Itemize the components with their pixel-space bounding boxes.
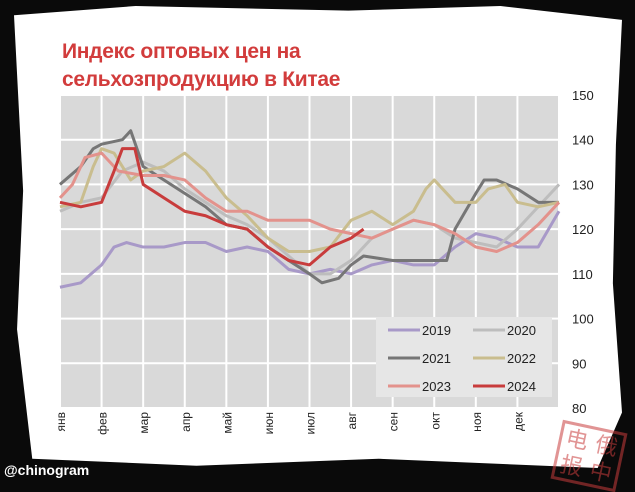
title-line-2: сельхозпродукцию в Китае: [62, 68, 341, 91]
series-line-2024: [59, 147, 365, 267]
y-tick-label: 100: [572, 312, 594, 327]
legend-label: 2020: [507, 323, 536, 338]
x-tick-label: янв: [54, 412, 68, 432]
x-tick-label: июл: [304, 412, 318, 434]
x-tick-label: дек: [511, 411, 525, 431]
legend-label: 2024: [507, 379, 536, 394]
x-tick-label: фев: [96, 412, 110, 435]
x-tick-label: сен: [387, 412, 401, 431]
x-tick-label: апр: [179, 412, 193, 432]
y-tick-label: 90: [572, 356, 586, 371]
title-line-1: Индекс оптовых цен на: [62, 40, 301, 63]
y-tick-label: 120: [572, 222, 594, 237]
x-tick-label: окт: [428, 412, 442, 430]
x-tick-label: авг: [345, 411, 359, 429]
x-axis: янв фев мар апр май июн июл авг сен окт ноя дек: [54, 411, 525, 435]
y-tick-label: 140: [572, 133, 594, 148]
legend-label: 2021: [422, 351, 451, 366]
legend: 2019 2020 2021 2022 2023 2024: [376, 317, 552, 397]
legend-label: 2022: [507, 351, 536, 366]
chart-title: Индекс оптовых цен на сельхозпродукцию в…: [62, 38, 340, 94]
series-line-2019: [59, 210, 561, 289]
legend-label: 2023: [422, 379, 451, 394]
y-tick-label: 130: [572, 177, 594, 192]
x-tick-label: май: [220, 412, 234, 434]
x-tick-label: июн: [262, 412, 276, 434]
series-lines: [58, 129, 561, 289]
watermark: @chinogram: [4, 462, 90, 478]
x-tick-label: мар: [137, 412, 151, 434]
series-line-2023: [58, 151, 561, 253]
legend-label: 2019: [422, 323, 451, 338]
series-line-2021: [59, 129, 559, 285]
y-tick-label: 150: [572, 88, 594, 103]
y-axis: 150 140 130 120 110 100 90 80: [572, 88, 594, 416]
x-tick-label: ноя: [470, 412, 484, 432]
y-tick-label: 80: [572, 401, 586, 416]
y-tick-label: 110: [572, 267, 593, 282]
